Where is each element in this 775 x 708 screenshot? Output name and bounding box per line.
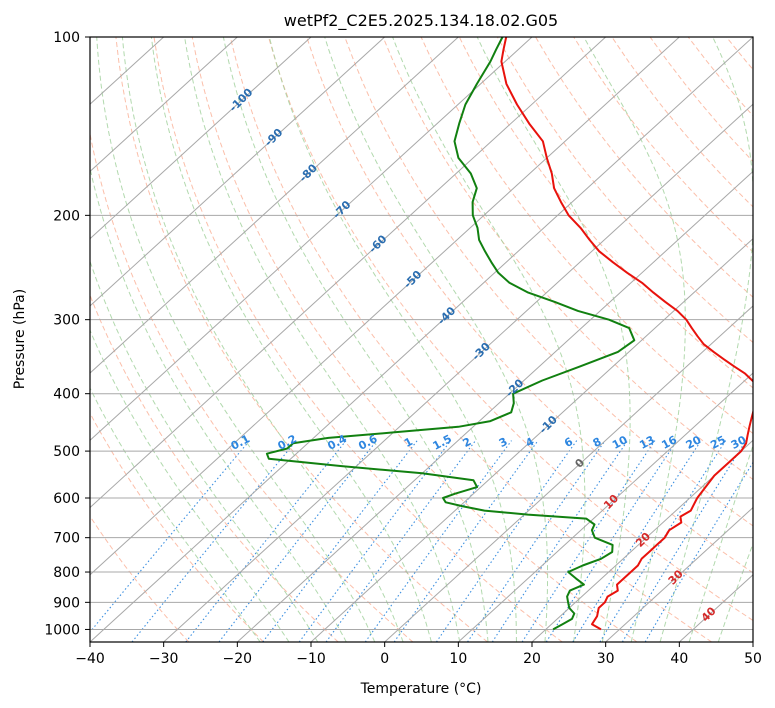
mixing-ratio-label: 20: [684, 433, 704, 452]
moist-adiabat-line: [222, 37, 489, 642]
isotherm-gridline: [457, 372, 753, 642]
mixing-ratio-line: [491, 440, 629, 642]
mixing-ratio-label: 16: [659, 433, 679, 452]
mixing-ratio-label: 25: [708, 433, 728, 452]
mixing-ratio-line: [644, 461, 753, 642]
y-tick-label: 900: [53, 595, 80, 611]
moist-adiabat-line: [150, 37, 432, 642]
moist-adiabat-line: [659, 37, 753, 642]
plot-frame: [89, 36, 754, 643]
dry-adiabat-line: [420, 37, 753, 435]
moist-adiabat-line: [476, 37, 631, 642]
moist-adiabat-line: [268, 37, 517, 642]
isotherm-gridline: [90, 37, 312, 240]
moist-adiabat-line: [184, 37, 461, 642]
mixing-ratio-label: 30: [729, 433, 749, 452]
x-tick-label: −30: [149, 651, 179, 667]
moist-adiabat-line: [90, 328, 290, 642]
mixing-ratio-line: [521, 440, 656, 642]
dry-adiabat-line: [535, 37, 753, 298]
x-axis: −40 −30 −20 −10 0 10 20 30 40 50: [75, 642, 762, 667]
x-tick-label: −40: [75, 651, 105, 667]
mixing-ratio-line: [467, 440, 606, 642]
dry-adiabat-line: [153, 37, 563, 642]
moist-adiabat-line: [90, 259, 319, 642]
mixing-ratio-line: [131, 440, 297, 642]
dry-adiabat-line: [115, 37, 488, 642]
chart-title: wetPf2_C2E5.2025.134.18.02.G05: [284, 11, 558, 31]
y-tick-label: 600: [53, 491, 80, 507]
x-tick-label: 30: [597, 651, 615, 667]
mixing-ratio-line: [325, 440, 476, 642]
mixing-ratio-line: [364, 440, 512, 642]
isotherm-gridline: [90, 37, 680, 576]
x-tick-label: 40: [670, 651, 688, 667]
series-layer: [265, 37, 753, 631]
mixing-ratio-line: [572, 440, 702, 642]
moist-adiabat-line: [90, 165, 347, 642]
grid-layer: [90, 37, 753, 642]
isotherm-gridline: [90, 37, 386, 307]
y-tick-label: 500: [53, 444, 80, 460]
dry-adiabat-line: [268, 37, 753, 622]
y-tick-label: 200: [53, 208, 80, 224]
isotherm-gridline: [605, 506, 753, 642]
moist-adiabat-line: [688, 444, 753, 642]
isotherm-gridline: [163, 103, 753, 642]
moist-adiabat-line: [90, 387, 261, 642]
dry-adiabat-line: [382, 37, 753, 481]
isotherm-gridline: [310, 237, 753, 642]
x-tick-label: −10: [296, 651, 326, 667]
dry-adiabat-line: [306, 37, 753, 574]
isotherm-gridline: [90, 37, 533, 442]
mixing-ratio-line: [621, 440, 747, 642]
moist-adiabat-line: [583, 37, 686, 642]
mixing-ratio-line: [218, 440, 378, 642]
moist-adiabat-line: [121, 37, 404, 642]
x-axis-title: Temperature (°C): [360, 681, 482, 697]
isotherm-gridline: [531, 439, 753, 642]
y-tick-label: 800: [53, 565, 80, 581]
isotherm-gridline: [90, 37, 607, 509]
y-tick-label: 400: [53, 387, 80, 403]
x-tick-label: 20: [523, 651, 541, 667]
mixing-ratio-label: 13: [637, 433, 657, 452]
isotherm-gridline: [384, 305, 753, 642]
y-tick-label: 300: [53, 313, 80, 329]
y-tick-label: 1000: [44, 622, 80, 638]
isotherm-gridline: [90, 37, 753, 642]
moist-adiabat-line: [324, 37, 549, 642]
y-tick-label: 100: [53, 30, 80, 46]
isotherm-gridline: [90, 37, 238, 173]
moist-adiabat-line: [717, 542, 753, 642]
isotherm-gridline: [90, 37, 459, 374]
isotherm-gridline: [236, 170, 753, 642]
dry-adiabat-line: [496, 37, 753, 344]
moist-adiabat-line: [392, 37, 586, 642]
dry-adiabat-line: [90, 412, 264, 642]
x-tick-label: 50: [744, 651, 762, 667]
mixing-ratio-line: [90, 440, 251, 633]
y-tick-label: 700: [53, 531, 80, 547]
dewpoint-profile-line: [265, 37, 636, 631]
y-axis: 1000 900 800 700 600 500 400 300 200 100: [44, 30, 90, 638]
mixing-ratio-line: [435, 440, 578, 642]
y-axis-title: Pressure (hPa): [12, 289, 28, 389]
x-tick-label: −20: [223, 651, 253, 667]
mixing-ratio-label: 10: [610, 433, 630, 452]
temperature-profile-line: [500, 37, 753, 631]
x-tick-label: 0: [380, 651, 389, 667]
mixing-ratio-line: [599, 440, 727, 642]
x-tick-label: 10: [449, 651, 467, 667]
